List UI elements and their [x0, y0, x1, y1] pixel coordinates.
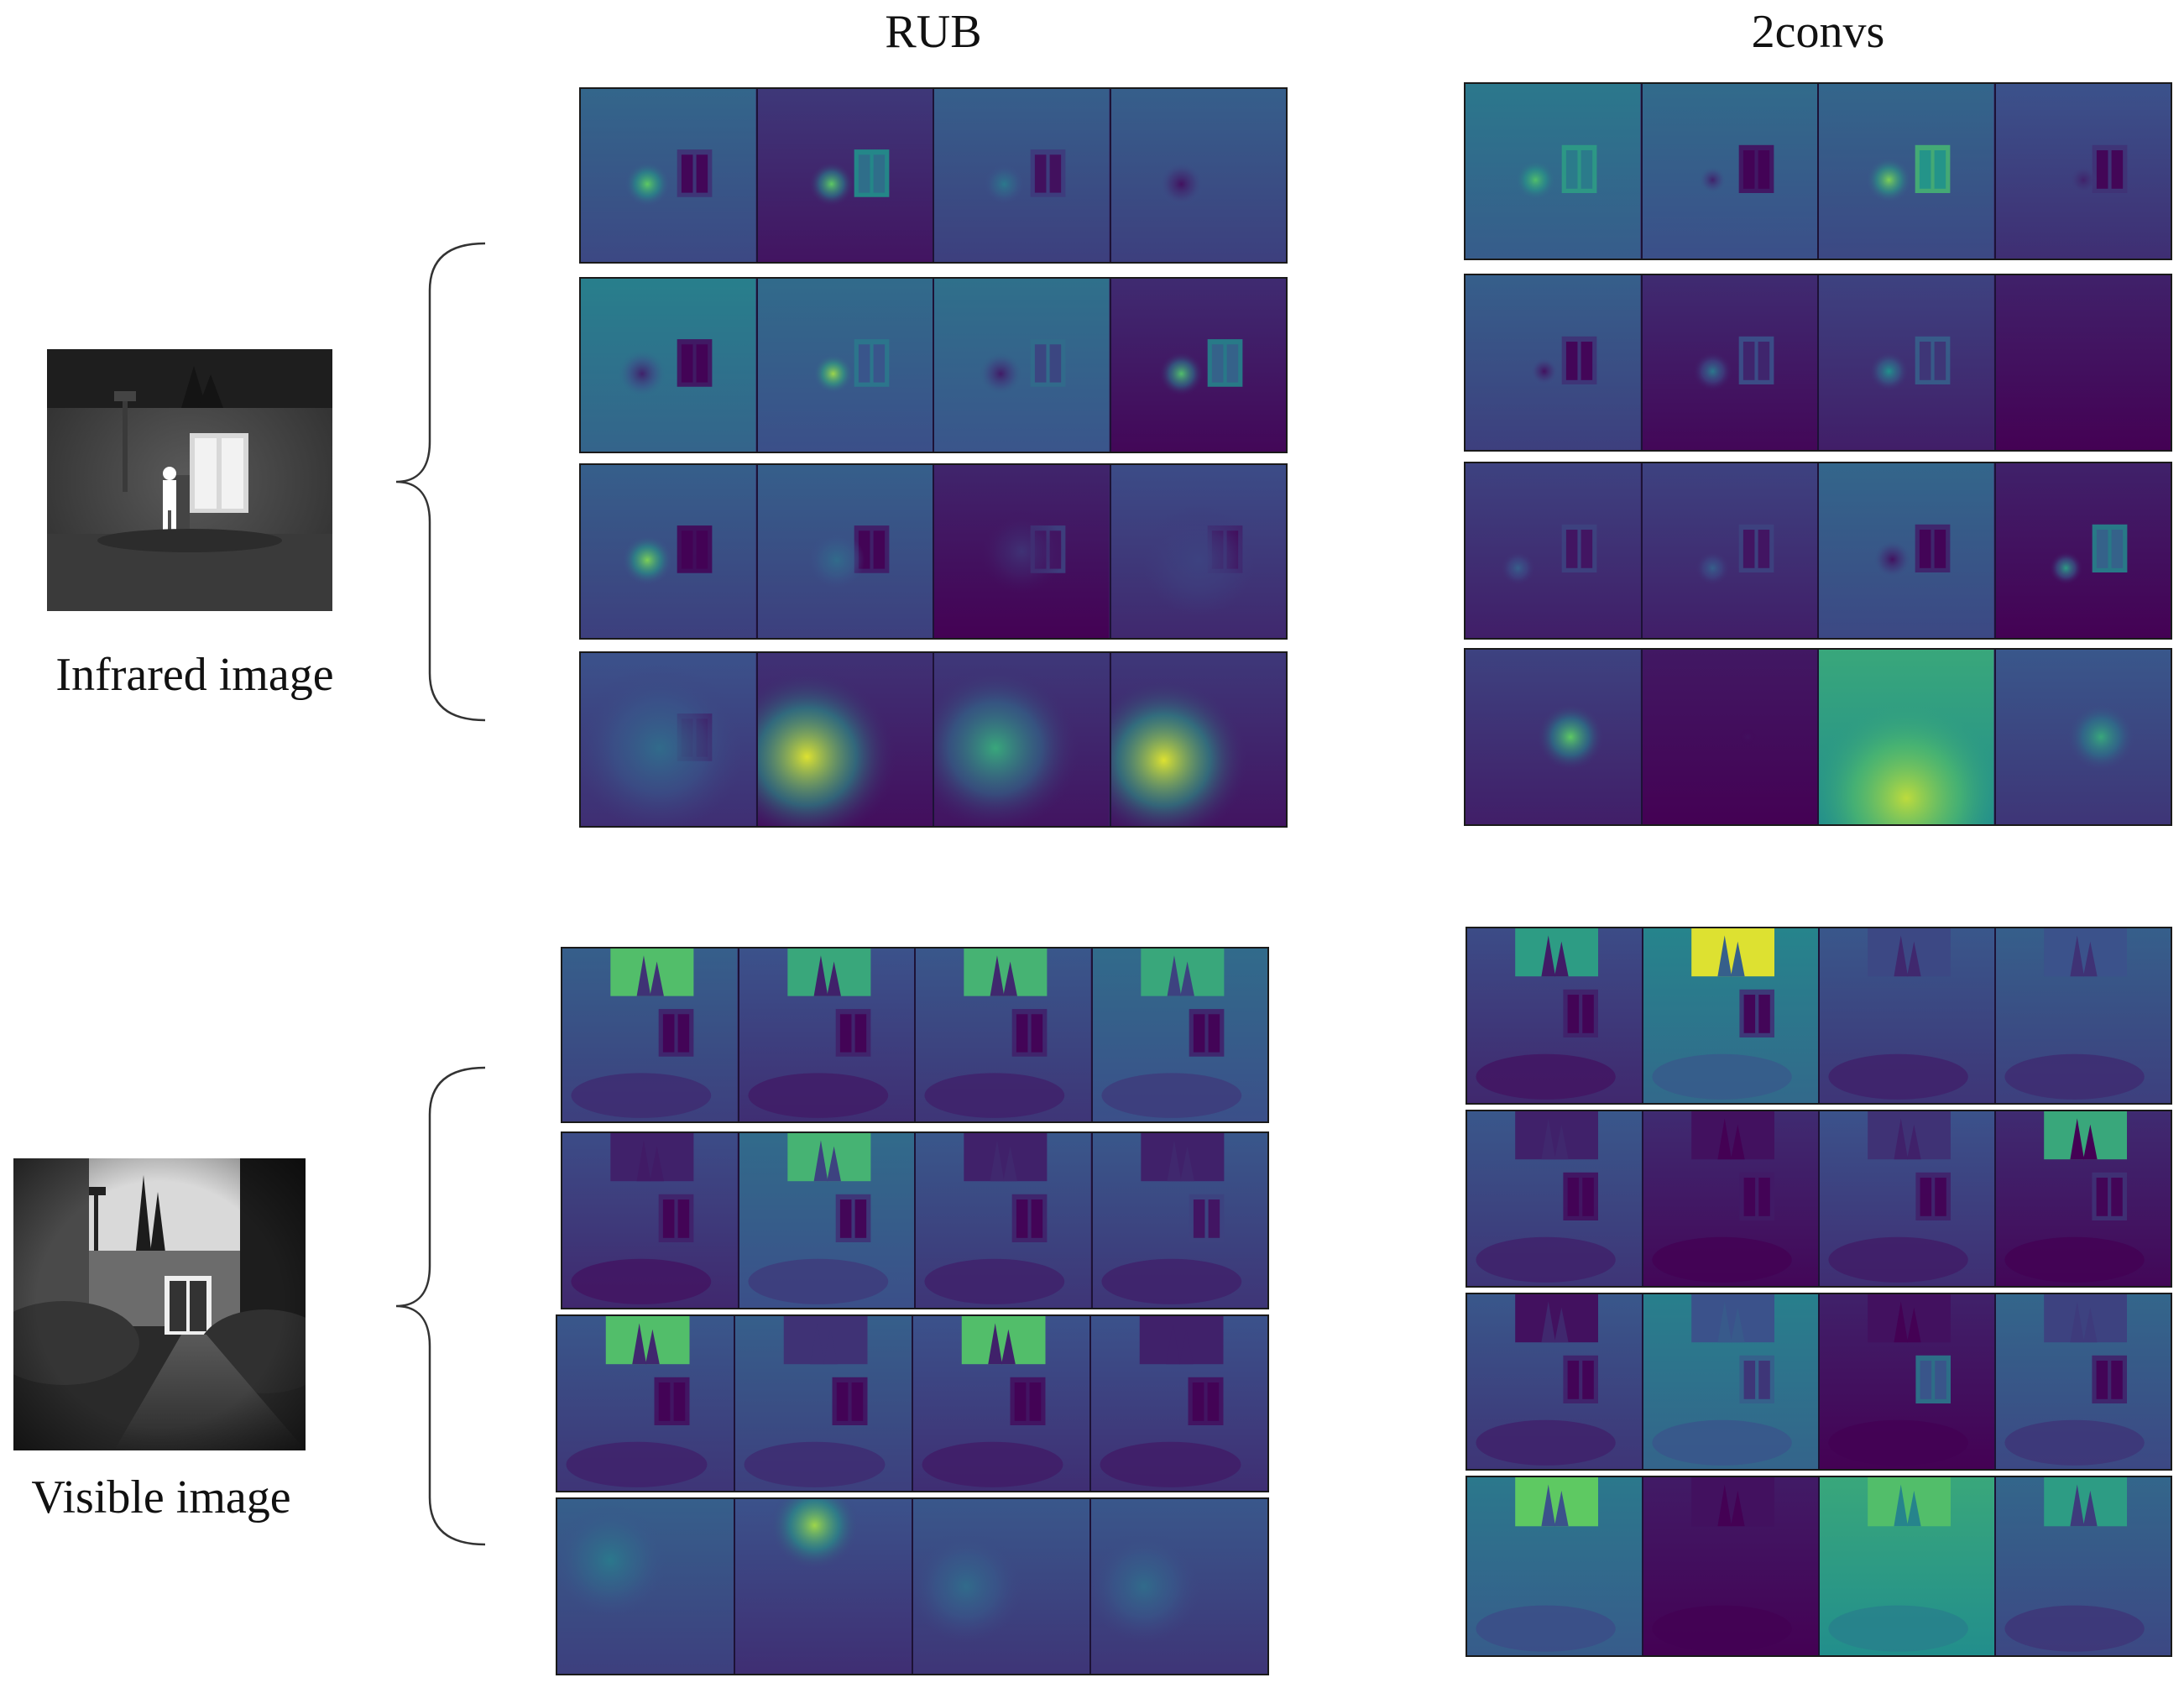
vis-2convs-strip-4-map-1 [1467, 1477, 1643, 1655]
ir-rub-strip-4-map-1 [581, 653, 758, 826]
vis-rub-strip-2-map-3 [916, 1133, 1093, 1308]
ir-rub-strip-4 [579, 651, 1288, 828]
visible-image [13, 1158, 306, 1450]
ir-2convs-strip-1-map-3 [1819, 84, 1996, 259]
vis-2convs-strip-1 [1466, 927, 2172, 1105]
ir-rub-strip-3-map-3 [934, 465, 1111, 638]
vis-rub-strip-3-map-2 [735, 1316, 913, 1491]
ir-rub-strip-4-map-3 [934, 653, 1111, 826]
rub-column-title: RUB [885, 6, 982, 58]
vis-2convs-strip-2-map-1 [1467, 1111, 1643, 1286]
vis-rub-strip-4-map-4 [1091, 1499, 1267, 1674]
vis-2convs-strip-4 [1466, 1476, 2172, 1657]
ir-rub-strip-2-map-3 [934, 279, 1111, 452]
ir-rub-strip-3-map-4 [1110, 465, 1286, 638]
ir-2convs-strip-1-map-2 [1642, 84, 1819, 259]
ir-2convs-strip-3-map-1 [1466, 463, 1643, 638]
ir-2convs-strip-4 [1464, 648, 2172, 826]
vis-rub-strip-3-map-1 [557, 1316, 735, 1491]
ir-rub-strip-2-map-4 [1110, 279, 1286, 452]
vis-rub-strip-4-map-2 [735, 1499, 913, 1674]
vis-rub-strip-2-map-1 [562, 1133, 739, 1308]
vis-2convs-strip-2-map-2 [1643, 1111, 1820, 1286]
ir-2convs-strip-3-map-3 [1819, 463, 1996, 638]
ir-rub-strip-4-map-4 [1110, 653, 1286, 826]
ir-2convs-strip-4-map-4 [1995, 650, 2171, 824]
vis-rub-strip-2 [561, 1131, 1269, 1309]
vis-rub-strip-2-map-4 [1092, 1133, 1267, 1308]
ir-rub-strip-3-map-2 [757, 465, 934, 638]
vis-2convs-strip-3-map-4 [1996, 1294, 2171, 1469]
infrared-image-caption: Infrared image [55, 649, 334, 701]
vis-2convs-strip-1-map-2 [1643, 928, 1820, 1103]
2convs-column-title: 2convs [1751, 6, 1885, 58]
vis-2convs-strip-3-map-1 [1467, 1294, 1643, 1469]
ir-rub-strip-4-map-2 [757, 653, 934, 826]
ir-2convs-strip-1-map-4 [1995, 84, 2171, 259]
vis-2convs-strip-1-map-4 [1996, 928, 2171, 1103]
ir-2convs-strip-2-map-1 [1466, 275, 1643, 450]
vis-rub-strip-1-map-1 [562, 949, 739, 1121]
ir-2convs-strip-3 [1464, 462, 2172, 640]
vis-rub-strip-2-map-2 [739, 1133, 916, 1308]
vis-rub-strip-1-map-4 [1092, 949, 1267, 1121]
visible-image-caption: Visible image [31, 1471, 291, 1523]
ir-2convs-strip-1-map-1 [1466, 84, 1643, 259]
vis-rub-strip-3-map-4 [1091, 1316, 1267, 1491]
ir-rub-strip-1-map-4 [1110, 89, 1286, 262]
vis-rub-strip-3 [556, 1314, 1269, 1492]
vis-2convs-strip-3 [1466, 1293, 2172, 1471]
visible-brace [395, 1066, 486, 1546]
ir-2convs-strip-2-map-2 [1642, 275, 1819, 450]
vis-2convs-strip-2-map-4 [1996, 1111, 2171, 1286]
ir-2convs-strip-3-map-2 [1642, 463, 1819, 638]
vis-rub-strip-4 [556, 1497, 1269, 1675]
ir-2convs-strip-2-map-3 [1819, 275, 1996, 450]
vis-rub-strip-1-map-2 [739, 949, 916, 1121]
vis-rub-strip-3-map-3 [913, 1316, 1091, 1491]
ir-rub-strip-1-map-2 [757, 89, 934, 262]
vis-2convs-strip-4-map-2 [1643, 1477, 1820, 1655]
ir-2convs-strip-2 [1464, 274, 2172, 452]
vis-2convs-strip-2-map-3 [1820, 1111, 1996, 1286]
ir-2convs-strip-2-map-4 [1995, 275, 2171, 450]
vis-rub-strip-4-map-1 [557, 1499, 735, 1674]
ir-rub-strip-1 [579, 87, 1288, 264]
ir-2convs-strip-4-map-2 [1642, 650, 1819, 824]
ir-rub-strip-3-map-1 [581, 465, 758, 638]
ir-2convs-strip-1 [1464, 82, 2172, 260]
vis-2convs-strip-1-map-3 [1820, 928, 1996, 1103]
ir-rub-strip-1-map-1 [581, 89, 758, 262]
ir-rub-strip-1-map-3 [934, 89, 1111, 262]
infrared-image [47, 349, 332, 611]
vis-2convs-strip-4-map-3 [1820, 1477, 1996, 1655]
infrared-brace [395, 242, 486, 722]
vis-2convs-strip-1-map-1 [1467, 928, 1643, 1103]
ir-rub-strip-2-map-2 [757, 279, 934, 452]
ir-2convs-strip-4-map-1 [1466, 650, 1643, 824]
vis-rub-strip-4-map-3 [913, 1499, 1091, 1674]
vis-2convs-strip-3-map-2 [1643, 1294, 1820, 1469]
vis-2convs-strip-4-map-4 [1996, 1477, 2171, 1655]
vis-rub-strip-1-map-3 [916, 949, 1093, 1121]
vis-2convs-strip-2 [1466, 1110, 2172, 1288]
vis-rub-strip-1 [561, 947, 1269, 1123]
ir-2convs-strip-3-map-4 [1995, 463, 2171, 638]
ir-rub-strip-3 [579, 463, 1288, 640]
ir-2convs-strip-4-map-3 [1819, 650, 1996, 824]
ir-rub-strip-2 [579, 277, 1288, 453]
ir-rub-strip-2-map-1 [581, 279, 758, 452]
vis-2convs-strip-3-map-3 [1820, 1294, 1996, 1469]
